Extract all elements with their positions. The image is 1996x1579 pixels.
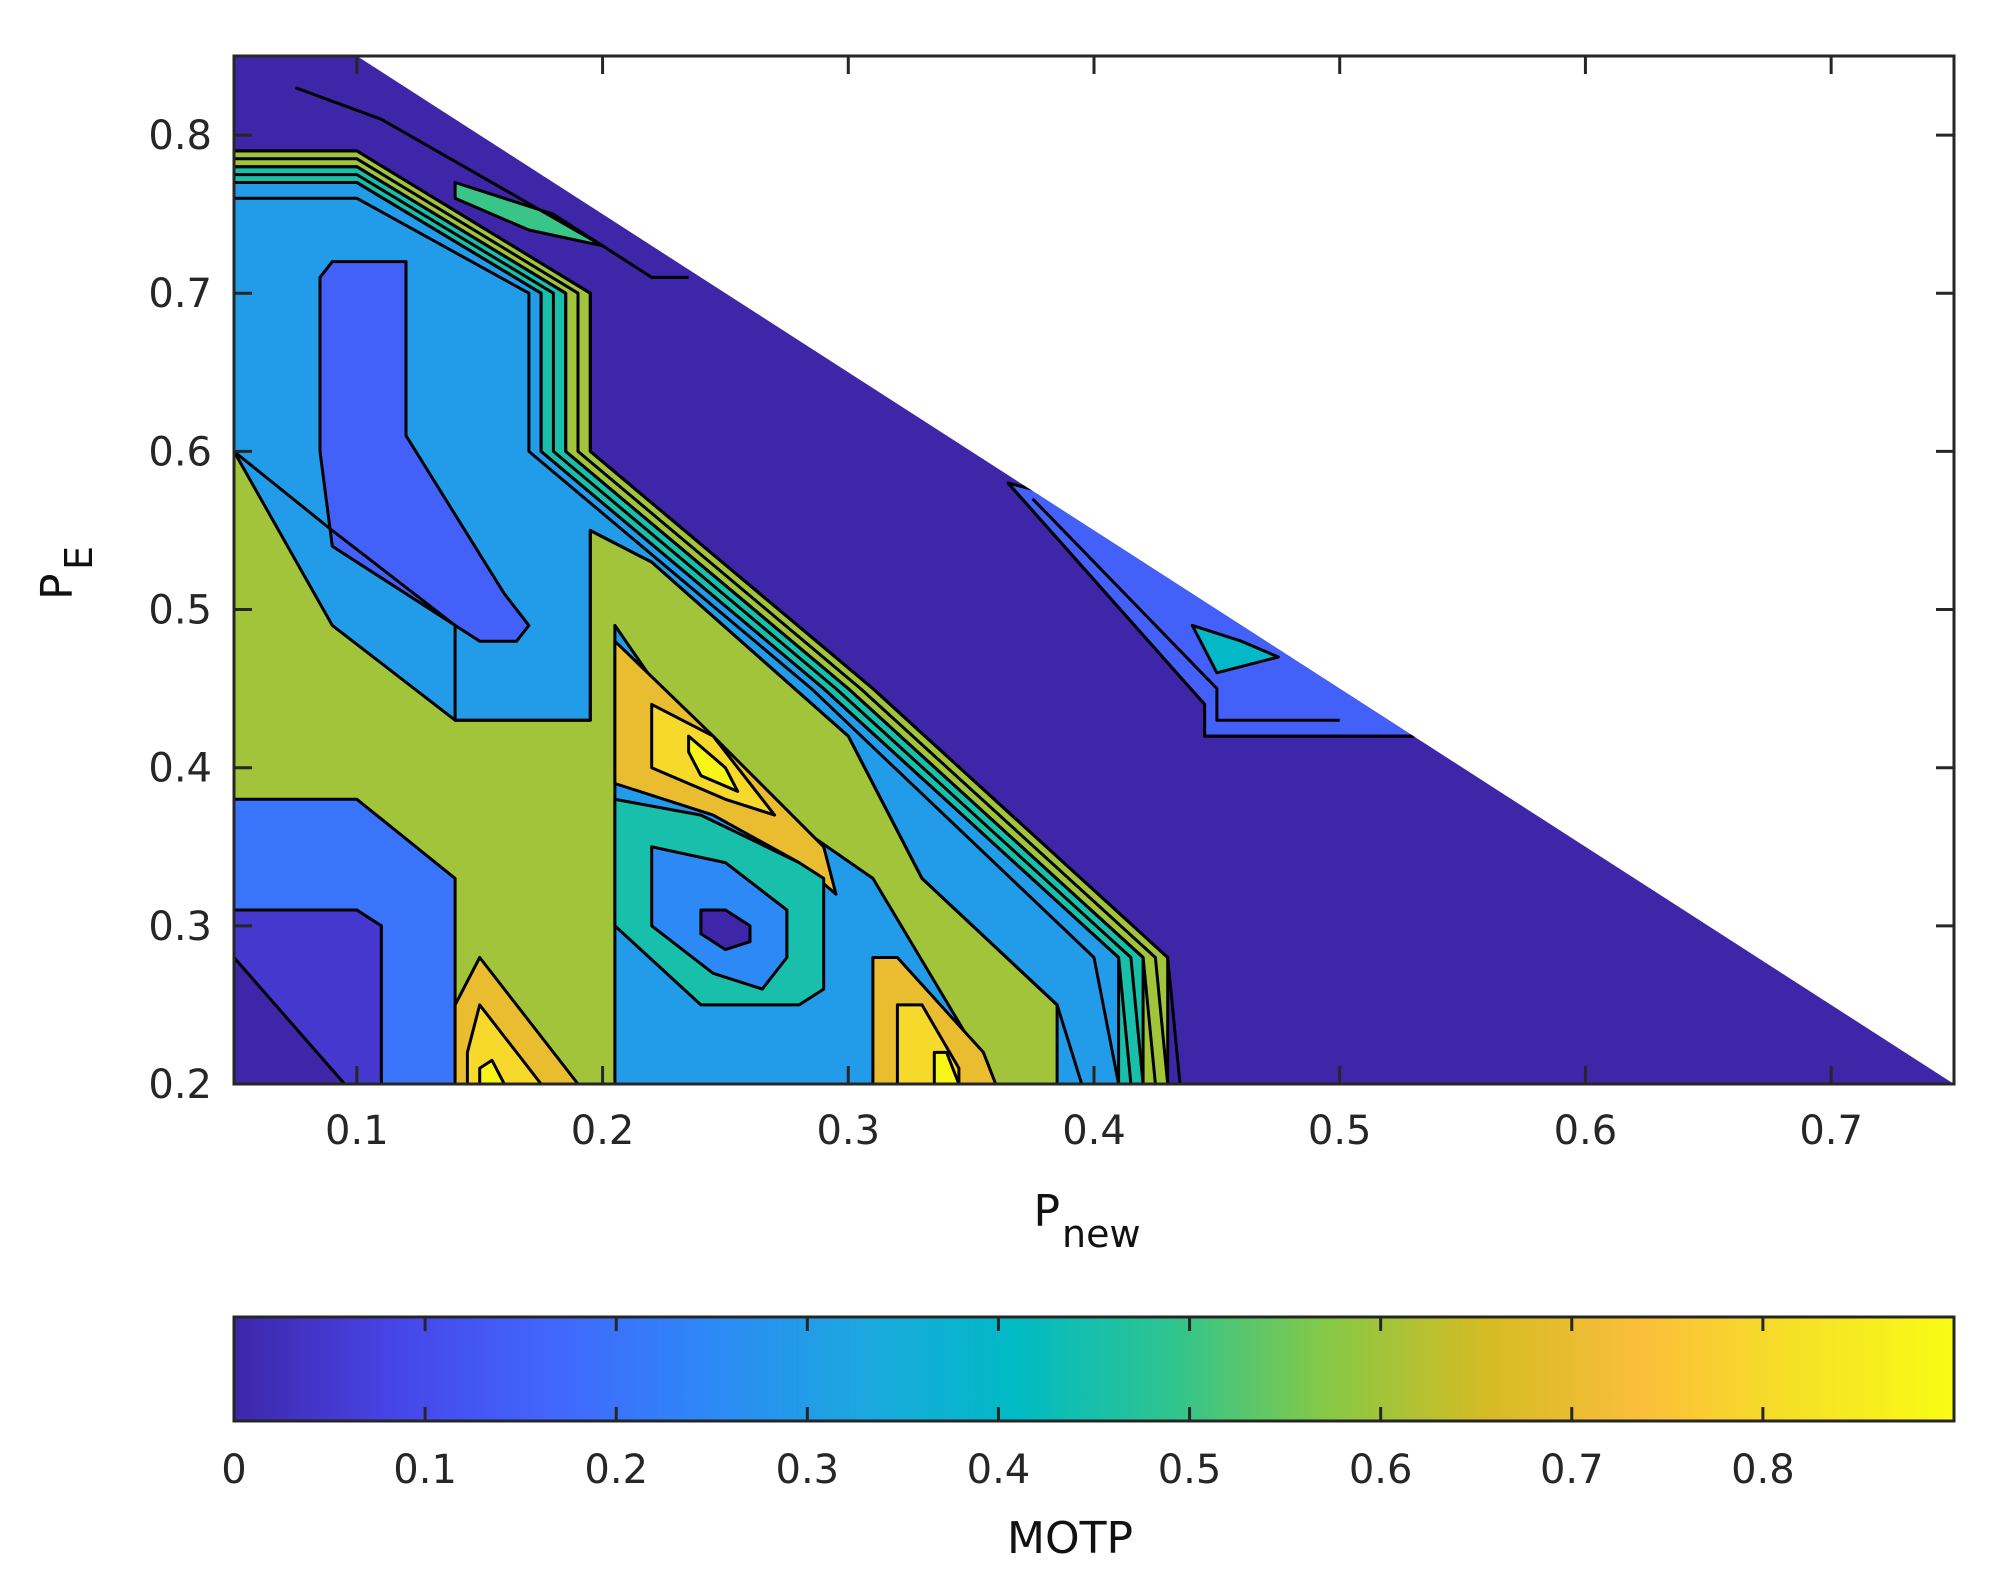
colorbar: 0 0.1 0.2 0.3 0.4 0.5 0.6 0.7 0.8 MOTP <box>221 1315 1956 1564</box>
contour-region-peak-c-yellow <box>478 1058 506 1084</box>
x-tick-label: 0.5 <box>1308 1108 1372 1154</box>
colorbar-tick-label: 0.6 <box>1349 1447 1413 1493</box>
x-tick-label: 0.3 <box>816 1108 880 1154</box>
colorbar-tick-label: 0.5 <box>1158 1447 1222 1493</box>
x-tick-label: 0.4 <box>1062 1108 1126 1154</box>
contour-lines <box>234 86 1414 1084</box>
colorbar-tick-label: 0.1 <box>393 1447 457 1493</box>
contour-region-right-ridge-teal <box>1190 623 1280 675</box>
y-tick-label: 0.6 <box>148 429 212 475</box>
contour-line <box>234 173 1145 1084</box>
plot-area: 0.1 0.2 0.3 0.4 0.5 0.6 0.7 0.2 0.3 0.4 0.5 0.6 0.7… <box>148 54 1956 1154</box>
x-tick-label: 0.1 <box>325 1108 389 1154</box>
colorbar-tick-label: 0.7 <box>1540 1447 1604 1493</box>
svg-text:P: P <box>32 573 83 600</box>
contour-region-upper-left-blue <box>318 260 531 643</box>
x-axis-label-subscript: new <box>1062 1212 1141 1256</box>
contour-line <box>234 196 1121 1084</box>
x-axis-label: P <box>1033 1186 1060 1237</box>
contour-region-valley-b-core <box>699 908 752 952</box>
contour-region-peak-a-yellow <box>687 734 740 793</box>
contour-region-peak-d-yellow <box>932 1050 961 1084</box>
contour-line <box>1006 482 1414 738</box>
contour-line <box>234 450 1084 1084</box>
x-axis-label-sub: new <box>1062 1212 1141 1256</box>
y-axis-ticks: 0.2 0.3 0.4 0.5 0.6 0.7 0.8 <box>148 113 1954 1108</box>
contour-line <box>234 157 1170 1084</box>
y-axis-label-main: P <box>32 573 83 600</box>
contour-region-bottom-corner-low <box>234 956 347 1084</box>
x-axis-ticks: 0.1 0.2 0.3 0.4 0.5 0.6 0.7 <box>325 56 1863 1154</box>
colorbar-tick-label: 0.3 <box>776 1447 840 1493</box>
x-tick-label: 0.7 <box>1799 1108 1863 1154</box>
colorbar-tick-label: 0 <box>221 1447 246 1493</box>
y-tick-label: 0.8 <box>148 113 212 159</box>
colorbar-tick-label: 0.4 <box>967 1447 1031 1493</box>
y-axis-label: P E <box>32 546 101 600</box>
y-axis-label-subscript: E <box>57 546 101 570</box>
colorbar-gradient <box>232 1315 1956 1423</box>
colorbar-ticks: 0 0.1 0.2 0.3 0.4 0.5 0.6 0.7 0.8 <box>221 1317 1795 1493</box>
y-tick-label: 0.4 <box>148 746 212 792</box>
y-tick-label: 0.2 <box>148 1062 212 1108</box>
colorbar-label: MOTP <box>1007 1513 1133 1564</box>
contour-line <box>294 86 689 279</box>
x-tick-label: 0.6 <box>1554 1108 1618 1154</box>
x-tick-label: 0.2 <box>571 1108 635 1154</box>
svg-text:E: E <box>57 546 101 570</box>
y-tick-label: 0.3 <box>148 904 212 950</box>
colorbar-tick-label: 0.2 <box>584 1447 648 1493</box>
contour-line <box>234 181 1133 1084</box>
colorbar-tick-label: 0.8 <box>1731 1447 1795 1493</box>
contour-line <box>234 165 1157 1084</box>
y-tick-label: 0.7 <box>148 271 212 317</box>
x-axis-label-main: P <box>1033 1186 1060 1237</box>
contour-region-lower-left-blue <box>234 797 457 1084</box>
contour-line <box>1031 497 1340 722</box>
y-tick-label: 0.5 <box>148 588 212 634</box>
contour-line <box>234 149 1182 1084</box>
contour-regions <box>234 149 1465 1084</box>
